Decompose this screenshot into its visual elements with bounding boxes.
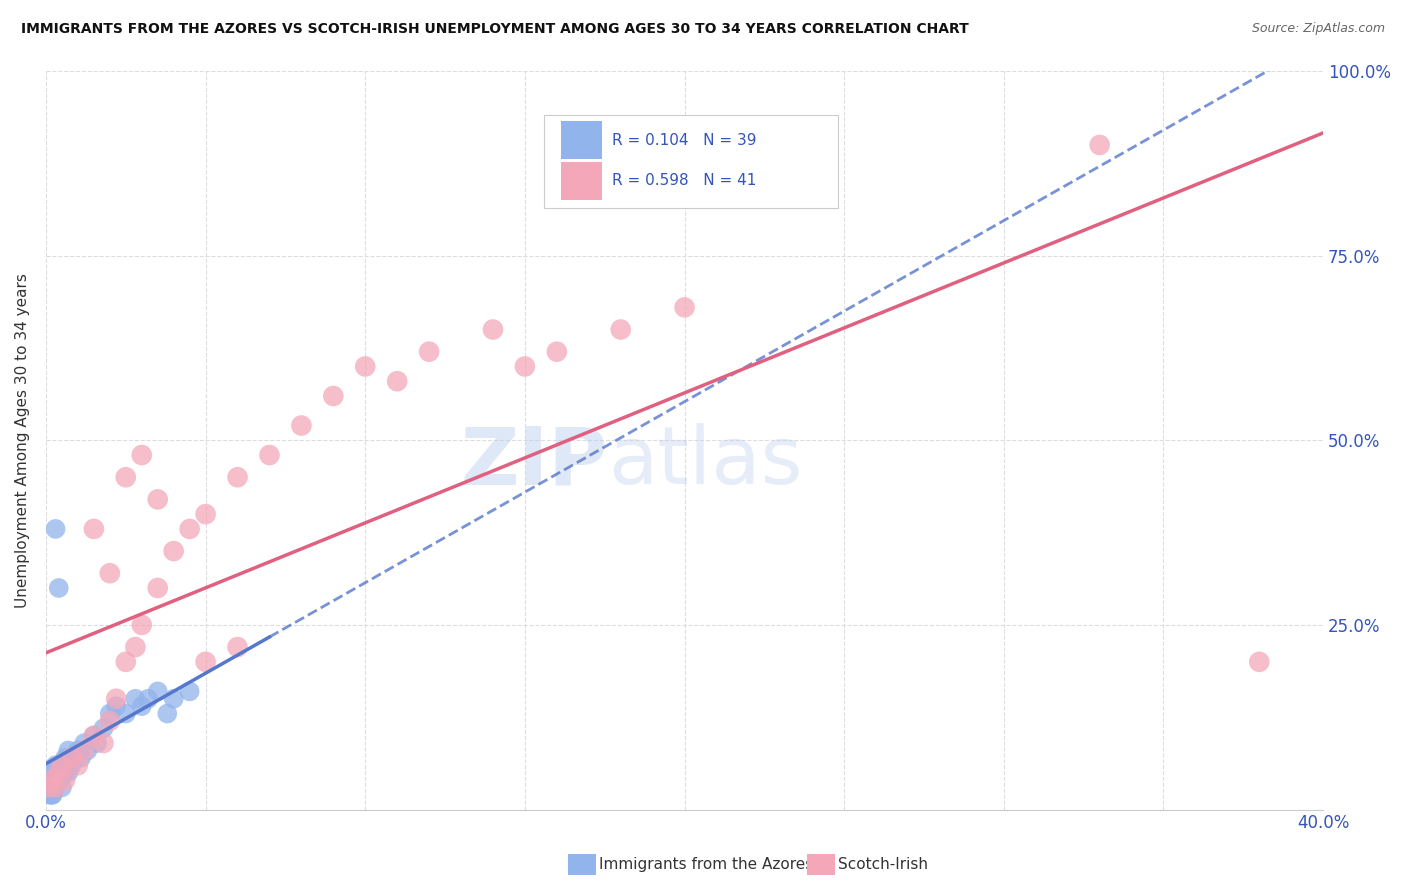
Point: [1249, 655, 1271, 669]
Point: [48, 765, 70, 780]
Point: [60, 751, 83, 765]
Point: [58, 765, 80, 780]
Text: Immigrants from the Azores: Immigrants from the Azores: [599, 857, 813, 871]
Point: [98, 566, 121, 581]
Point: [73, 743, 96, 757]
Point: [48, 772, 70, 787]
Point: [51, 758, 73, 772]
Point: [66, 743, 89, 757]
Point: [38, 788, 60, 802]
Point: [156, 706, 179, 721]
Point: [93, 736, 115, 750]
Point: [45, 522, 67, 536]
Point: [58, 743, 80, 757]
Point: [38, 780, 60, 795]
Point: [1088, 137, 1111, 152]
Point: [513, 359, 536, 374]
Point: [131, 448, 153, 462]
Point: [53, 772, 76, 787]
Point: [38, 780, 60, 795]
Point: [41, 772, 63, 787]
Point: [146, 492, 169, 507]
Point: [226, 640, 249, 654]
Point: [66, 758, 89, 772]
Text: Source: ZipAtlas.com: Source: ZipAtlas.com: [1251, 22, 1385, 36]
FancyBboxPatch shape: [561, 161, 602, 200]
Point: [114, 706, 136, 721]
Point: [51, 758, 73, 772]
Text: R = 0.104   N = 39: R = 0.104 N = 39: [612, 133, 756, 147]
Point: [114, 655, 136, 669]
Text: atlas: atlas: [607, 424, 803, 501]
Point: [673, 301, 696, 315]
Point: [63, 751, 86, 765]
Point: [146, 684, 169, 698]
Point: [83, 729, 105, 743]
Point: [53, 765, 76, 780]
Point: [194, 655, 217, 669]
Point: [98, 706, 121, 721]
Point: [131, 699, 153, 714]
Point: [114, 470, 136, 484]
Point: [226, 470, 249, 484]
Point: [163, 544, 186, 558]
Point: [83, 522, 105, 536]
FancyBboxPatch shape: [544, 115, 838, 208]
Point: [179, 522, 201, 536]
Point: [136, 691, 159, 706]
Point: [38, 772, 60, 787]
Point: [73, 736, 96, 750]
Point: [45, 780, 67, 795]
Point: [290, 418, 312, 433]
Point: [124, 640, 146, 654]
Point: [45, 772, 67, 787]
Point: [98, 714, 121, 728]
Point: [83, 729, 105, 743]
Text: R = 0.598   N = 41: R = 0.598 N = 41: [612, 173, 756, 188]
Point: [86, 736, 108, 750]
Text: IMMIGRANTS FROM THE AZORES VS SCOTCH-IRISH UNEMPLOYMENT AMONG AGES 30 TO 34 YEAR: IMMIGRANTS FROM THE AZORES VS SCOTCH-IRI…: [21, 22, 969, 37]
Point: [354, 359, 377, 374]
Point: [70, 751, 93, 765]
Text: ZIP: ZIP: [461, 424, 607, 501]
Point: [322, 389, 344, 403]
Point: [105, 699, 128, 714]
Point: [259, 448, 281, 462]
Point: [418, 344, 440, 359]
Point: [45, 758, 67, 772]
Point: [546, 344, 568, 359]
Point: [385, 374, 408, 388]
Point: [60, 758, 83, 772]
Point: [124, 691, 146, 706]
FancyBboxPatch shape: [561, 121, 602, 160]
Point: [45, 780, 67, 795]
Point: [53, 751, 76, 765]
Point: [609, 322, 631, 336]
Point: [131, 618, 153, 632]
Point: [48, 765, 70, 780]
Point: [76, 743, 98, 757]
Y-axis label: Unemployment Among Ages 30 to 34 years: Unemployment Among Ages 30 to 34 years: [15, 273, 30, 607]
Point: [163, 691, 186, 706]
Point: [51, 780, 73, 795]
Point: [41, 780, 63, 795]
Point: [41, 765, 63, 780]
Point: [41, 788, 63, 802]
Point: [41, 788, 63, 802]
Point: [48, 581, 70, 595]
Point: [482, 322, 505, 336]
Point: [179, 684, 201, 698]
Text: Scotch-Irish: Scotch-Irish: [838, 857, 928, 871]
Point: [146, 581, 169, 595]
Point: [105, 691, 128, 706]
Point: [93, 721, 115, 735]
Point: [194, 507, 217, 521]
